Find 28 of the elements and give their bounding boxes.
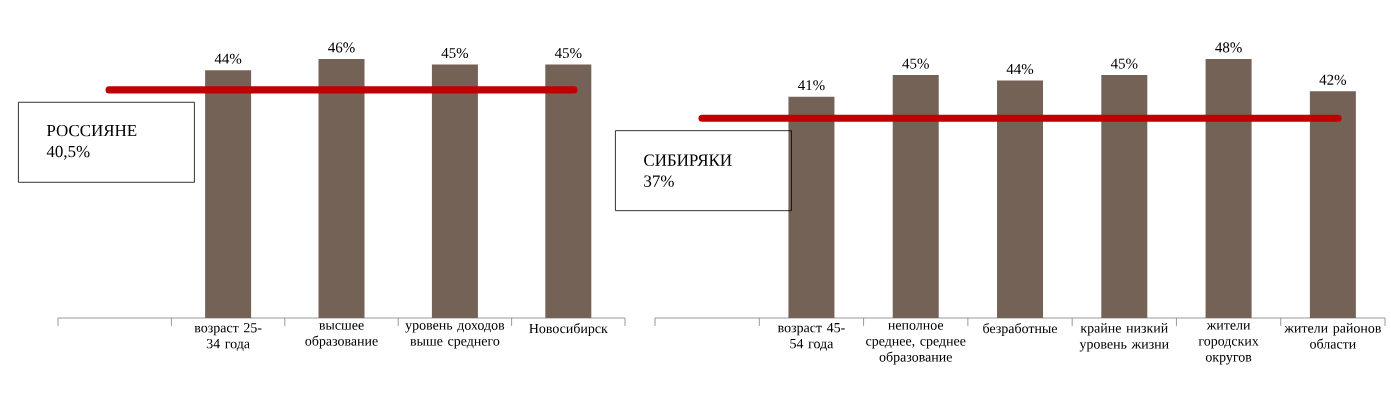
bar: [1205, 58, 1252, 318]
x-tick-label: Новосибирск: [529, 323, 608, 336]
x-tick-label: уровень доходов выше среднего: [405, 323, 505, 349]
x-tick-label: возраст 25-34 года: [194, 323, 262, 351]
bar: [1309, 91, 1356, 318]
data-label: 44%: [1006, 63, 1034, 75]
bar: [788, 96, 835, 318]
bar: [1101, 75, 1148, 318]
data-label: 45%: [441, 48, 469, 59]
x-tick-label: жители городских округов: [1198, 323, 1259, 365]
data-label: 44%: [214, 53, 242, 64]
data-label: 42%: [1319, 74, 1347, 85]
x-tick-label: возраст 45-54 года: [777, 323, 845, 351]
data-label: 46%: [328, 42, 355, 53]
data-label: 48%: [1215, 42, 1242, 53]
bar: [997, 80, 1044, 318]
data-label: 41%: [798, 80, 825, 91]
ref-line-label: РОССИЯНЕ 40,5%: [46, 124, 137, 160]
x-tick-label: жители районов области: [1284, 323, 1381, 349]
data-label: 45%: [554, 48, 582, 59]
x-tick-label: безработные: [983, 323, 1057, 336]
data-label: 45%: [902, 58, 929, 69]
x-tick-label: неполное среднее, среднее образование: [866, 323, 966, 365]
ref-line-label: СИБИРЯКИ 37%: [644, 154, 732, 187]
data-label: 45%: [1110, 58, 1138, 69]
x-tick-label: высшее образование: [305, 323, 378, 349]
x-tick-label: крайне низкий уровень жизни: [1079, 323, 1169, 352]
bar: [892, 75, 939, 318]
